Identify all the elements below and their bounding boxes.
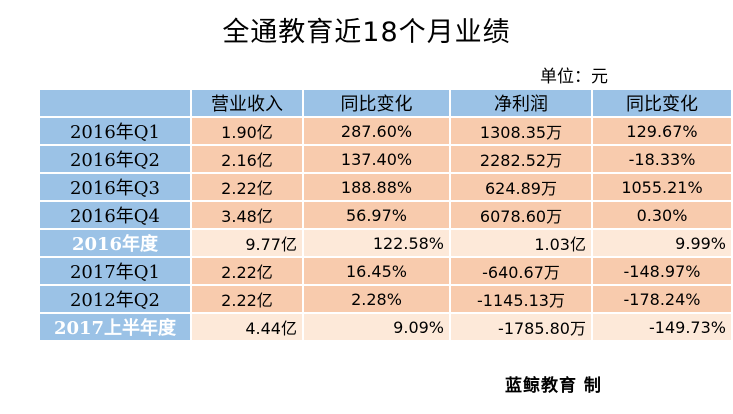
table-cell: -149.73% (593, 314, 731, 340)
table-cell: 122.58% (304, 230, 449, 256)
table-body: 2016年Q1 1.90亿 287.60% 1308.35万 129.67% 2016年Q… (40, 118, 731, 340)
row-label: 2016年Q2 (40, 146, 190, 172)
row-label: 2012年Q2 (40, 286, 190, 312)
table-cell: -1785.80万 (451, 314, 591, 340)
table-row: 2017年Q1 2.22亿 16.45% -640.67万 -148.97% (40, 258, 731, 284)
table-cell: 1.03亿 (451, 230, 591, 256)
row-label: 2016年Q3 (40, 174, 190, 200)
table-cell: 9.77亿 (192, 230, 302, 256)
performance-table: 营业收入 同比变化 净利润 同比变化 2016年Q1 1.90亿 287.60% 13… (38, 88, 733, 342)
table-row: 2016年Q1 1.90亿 287.60% 1308.35万 129.67% (40, 118, 731, 144)
table-cell: 129.67% (593, 118, 731, 144)
row-label: 2016年Q4 (40, 202, 190, 228)
table-cell: 137.40% (304, 146, 449, 172)
table-cell: -178.24% (593, 286, 731, 312)
table-cell: 1.90亿 (192, 118, 302, 144)
table-cell: 287.60% (304, 118, 449, 144)
column-header: 净利润 (451, 90, 591, 116)
table-cell: 2.28% (304, 286, 449, 312)
table-cell: 1308.35万 (451, 118, 591, 144)
table-cell: 2.22亿 (192, 174, 302, 200)
column-header: 营业收入 (192, 90, 302, 116)
table-cell: 6078.60万 (451, 202, 591, 228)
header-row: 营业收入 同比变化 净利润 同比变化 (40, 90, 731, 116)
table-cell: 188.88% (304, 174, 449, 200)
table-cell: 9.09% (304, 314, 449, 340)
table-cell: 2.22亿 (192, 286, 302, 312)
row-label: 2017上半年度 (40, 314, 190, 340)
table-row: 2016年度 9.77亿 122.58% 1.03亿 9.99% (40, 230, 731, 256)
table-cell: 9.99% (593, 230, 731, 256)
table-row: 2016年Q4 3.48亿 56.97% 6078.60万 0.30% (40, 202, 731, 228)
table-cell: 1055.21% (593, 174, 731, 200)
table-cell: 16.45% (304, 258, 449, 284)
chart-title: 全通教育近18个月业绩 (222, 17, 511, 48)
credit-label: 蓝鲸教育 制 (505, 376, 602, 396)
table-cell: -148.97% (593, 258, 731, 284)
table-cell: 56.97% (304, 202, 449, 228)
table-cell: -1145.13万 (451, 286, 591, 312)
table-cell: 2.22亿 (192, 258, 302, 284)
table-cell: 0.30% (593, 202, 731, 228)
table-cell: -18.33% (593, 146, 731, 172)
table-row: 2017上半年度 4.44亿 9.09% -1785.80万 -149.73% (40, 314, 731, 340)
column-header: 同比变化 (304, 90, 449, 116)
row-label: 2017年Q1 (40, 258, 190, 284)
column-header: 同比变化 (593, 90, 731, 116)
corner-cell (40, 90, 190, 116)
table-row: 2016年Q2 2.16亿 137.40% 2282.52万 -18.33% (40, 146, 731, 172)
table-cell: 624.89万 (451, 174, 591, 200)
table-cell: 2282.52万 (451, 146, 591, 172)
table-cell: 4.44亿 (192, 314, 302, 340)
row-label: 2016年度 (40, 230, 190, 256)
table-cell: 2.16亿 (192, 146, 302, 172)
table-row: 2016年Q3 2.22亿 188.88% 624.89万 1055.21% (40, 174, 731, 200)
row-label: 2016年Q1 (40, 118, 190, 144)
unit-label: 单位：元 (540, 67, 608, 87)
table-cell: -640.67万 (451, 258, 591, 284)
table-cell: 3.48亿 (192, 202, 302, 228)
table-row: 2012年Q2 2.22亿 2.28% -1145.13万 -178.24% (40, 286, 731, 312)
